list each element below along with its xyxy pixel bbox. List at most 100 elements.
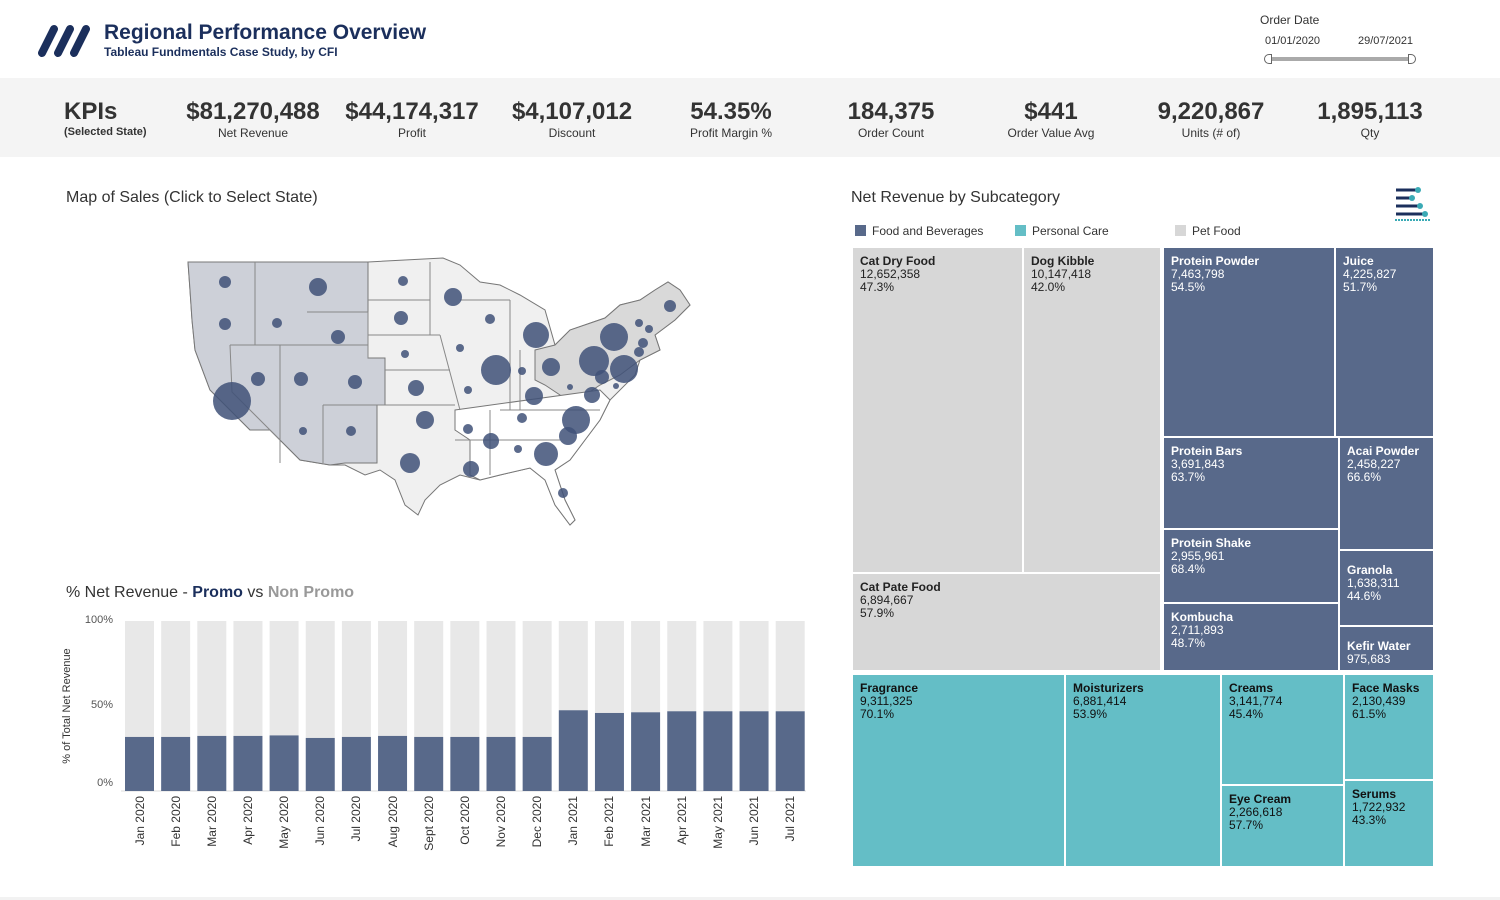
bar-promo[interactable] (125, 736, 154, 791)
bar-promo[interactable] (414, 736, 444, 791)
bar-non-promo[interactable] (703, 621, 733, 712)
treemap-tile[interactable]: Granola 1,638,311 44.6% (1340, 551, 1433, 625)
state-sales-bubble[interactable] (518, 367, 526, 375)
treemap-tile[interactable]: Acai Powder 2,458,227 66.6% (1340, 438, 1433, 549)
treemap-tile[interactable]: Fragrance 9,311,325 70.1% (853, 675, 1064, 866)
bar-promo[interactable] (739, 711, 769, 791)
state-sales-bubble[interactable] (272, 318, 282, 328)
state-sales-bubble[interactable] (567, 384, 573, 390)
bar-non-promo[interactable] (558, 621, 588, 711)
bar-non-promo[interactable] (233, 621, 263, 736)
bar-promo[interactable] (703, 711, 733, 791)
treemap-tile[interactable]: Creams 3,141,774 45.4% (1222, 675, 1343, 784)
state-sales-bubble[interactable] (664, 300, 676, 312)
treemap-tile[interactable]: Protein Bars 3,691,843 63.7% (1164, 438, 1338, 528)
state-sales-bubble[interactable] (542, 358, 560, 376)
date-start[interactable]: 01/01/2020 (1265, 35, 1321, 47)
treemap-tile[interactable]: Face Masks 2,130,439 61.5% (1345, 675, 1433, 779)
state-sales-bubble[interactable] (398, 276, 408, 286)
bar-non-promo[interactable] (775, 621, 805, 712)
treemap-tile[interactable]: Kombucha 2,711,893 48.7% (1164, 604, 1338, 670)
treemap-tile[interactable]: Cat Pate Food 6,894,667 57.9% (853, 574, 1160, 670)
date-range-slider[interactable] (1268, 57, 1412, 61)
treemap-tile[interactable]: Kefir Water 975,683 (1340, 627, 1433, 670)
state-sales-bubble[interactable] (595, 370, 609, 384)
bar-non-promo[interactable] (378, 621, 408, 736)
state-sales-bubble[interactable] (483, 433, 499, 449)
date-end[interactable]: 29/07/2021 (1358, 35, 1414, 47)
bar-promo[interactable] (631, 712, 661, 791)
treemap-tile[interactable]: Protein Powder 7,463,798 54.5% (1164, 248, 1334, 436)
bar-promo[interactable] (558, 710, 588, 791)
state-sales-bubble[interactable] (584, 387, 600, 403)
bar-promo[interactable] (197, 735, 227, 791)
bar-non-promo[interactable] (125, 621, 154, 737)
state-sales-bubble[interactable] (613, 383, 619, 389)
legend-pet-food[interactable]: Pet Food (1175, 224, 1241, 238)
treemap-tile[interactable]: Serums 1,722,932 43.3% (1345, 781, 1433, 866)
state-sales-bubble[interactable] (401, 350, 409, 358)
bar-non-promo[interactable] (305, 621, 335, 738)
us-sales-map[interactable] (0, 0, 760, 560)
state-sales-bubble[interactable] (219, 318, 231, 330)
legend-food-and-beverages[interactable]: Food and Beverages (855, 224, 983, 238)
state-sales-bubble[interactable] (638, 338, 648, 348)
bar-non-promo[interactable] (631, 621, 661, 713)
state-sales-bubble[interactable] (523, 322, 549, 348)
state-sales-bubble[interactable] (444, 288, 462, 306)
bar-non-promo[interactable] (486, 621, 516, 737)
state-sales-bubble[interactable] (251, 372, 265, 386)
bar-promo[interactable] (667, 711, 697, 791)
treemap-tile[interactable]: Moisturizers 6,881,414 53.9% (1066, 675, 1220, 866)
state-sales-bubble[interactable] (294, 372, 308, 386)
state-sales-bubble[interactable] (517, 413, 527, 423)
state-sales-bubble[interactable] (635, 319, 643, 327)
bar-promo[interactable] (486, 736, 516, 791)
state-sales-bubble[interactable] (408, 380, 424, 396)
state-sales-bubble[interactable] (514, 445, 522, 453)
state-sales-bubble[interactable] (299, 427, 307, 435)
bar-non-promo[interactable] (414, 621, 444, 737)
treemap-tile[interactable]: Juice 4,225,827 51.7% (1336, 248, 1433, 436)
state-sales-bubble[interactable] (346, 426, 356, 436)
state-sales-bubble[interactable] (634, 347, 644, 357)
bar-promo[interactable] (233, 735, 263, 791)
state-sales-bubble[interactable] (464, 386, 472, 394)
bar-non-promo[interactable] (269, 621, 299, 736)
legend-personal-care[interactable]: Personal Care (1015, 224, 1109, 238)
treemap-tile[interactable]: Dog Kibble 10,147,418 42.0% (1024, 248, 1160, 572)
bar-non-promo[interactable] (197, 621, 227, 736)
state-sales-bubble[interactable] (416, 411, 434, 429)
bar-promo[interactable] (594, 712, 624, 791)
state-sales-bubble[interactable] (219, 276, 231, 288)
state-sales-bubble[interactable] (525, 387, 543, 405)
state-sales-bubble[interactable] (456, 344, 464, 352)
bar-non-promo[interactable] (161, 621, 191, 737)
state-sales-bubble[interactable] (213, 382, 251, 420)
state-sales-bubble[interactable] (400, 453, 420, 473)
bar-promo[interactable] (450, 736, 480, 791)
bar-promo[interactable] (341, 736, 371, 791)
state-sales-bubble[interactable] (463, 424, 473, 434)
bar-promo[interactable] (522, 736, 552, 791)
bar-non-promo[interactable] (522, 621, 552, 737)
state-sales-bubble[interactable] (579, 346, 609, 376)
bar-non-promo[interactable] (341, 621, 371, 737)
bar-non-promo[interactable] (450, 621, 480, 737)
bar-promo[interactable] (305, 737, 335, 791)
treemap-tile[interactable]: Eye Cream 2,266,618 57.7% (1222, 786, 1343, 866)
bar-promo[interactable] (161, 736, 191, 791)
treemap-tile[interactable]: Protein Shake 2,955,961 68.4% (1164, 530, 1338, 602)
bar-promo[interactable] (269, 735, 299, 791)
state-sales-bubble[interactable] (331, 330, 345, 344)
state-sales-bubble[interactable] (309, 278, 327, 296)
state-sales-bubble[interactable] (534, 442, 558, 466)
bar-non-promo[interactable] (594, 621, 624, 713)
state-sales-bubble[interactable] (481, 355, 511, 385)
state-sales-bubble[interactable] (394, 311, 408, 325)
bar-promo[interactable] (378, 735, 408, 791)
state-sales-bubble[interactable] (485, 314, 495, 324)
bar-chart-toggle-icon[interactable] (1393, 186, 1433, 222)
state-sales-bubble[interactable] (600, 323, 628, 351)
slider-end-handle[interactable] (1408, 54, 1416, 64)
